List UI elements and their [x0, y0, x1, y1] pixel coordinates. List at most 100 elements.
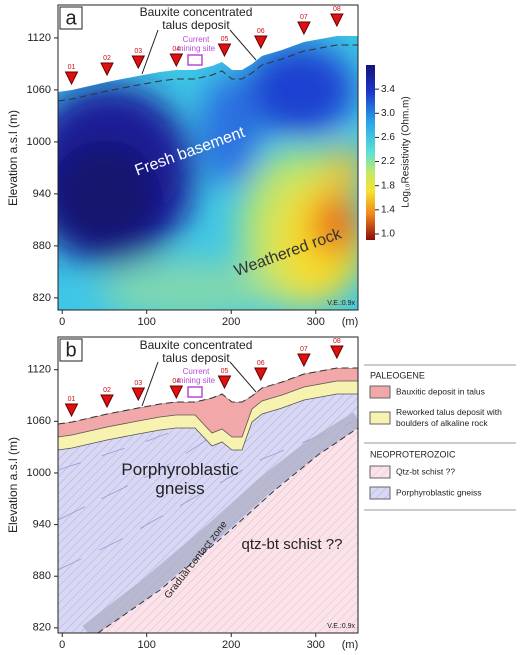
- x-tick-label: 200: [222, 316, 240, 328]
- station-marker: [131, 387, 146, 402]
- panel-label: b: [65, 339, 76, 361]
- legend-swatch: [369, 486, 391, 500]
- station-marker: [330, 345, 344, 360]
- talus-label: Bauxite concentrated talus deposit: [140, 338, 253, 365]
- panel-label-box: [59, 6, 83, 30]
- y-tick-label: 940: [33, 188, 51, 200]
- station-label: 01: [68, 396, 76, 403]
- colorbar-tick-label: 2.2: [381, 156, 395, 167]
- talus-label-line: talus deposit: [162, 351, 230, 365]
- site-label: Current mining site: [177, 35, 216, 53]
- plot-frame: [57, 336, 359, 634]
- colorbar-label: Log₁₀Resistivity (Ohm.m): [401, 96, 412, 207]
- legend-swatch: [369, 385, 391, 399]
- annotation: qtz-bt schist ??: [242, 536, 343, 553]
- station-marker: [297, 21, 311, 36]
- surface-line: [57, 367, 358, 425]
- station-marker: [100, 394, 114, 409]
- x-tick-label: 100: [138, 639, 156, 651]
- scale-note: V.E.:0.9x: [327, 300, 355, 307]
- legend-group-title: NEOPROTEROZOIC: [370, 449, 456, 459]
- station-label: 05: [221, 368, 229, 375]
- y-tick-label: 940: [33, 518, 51, 530]
- legend-label-line: Reworked talus deposit with: [396, 407, 502, 417]
- station-marker: [169, 385, 184, 400]
- site-box: [187, 54, 203, 66]
- site-label-line: mining site: [177, 376, 216, 385]
- colorbar-tick-label: 2.6: [381, 132, 395, 143]
- station-label: 07: [300, 346, 308, 353]
- y-tick-label: 820: [33, 292, 51, 304]
- colorbar-tick-label: 1.0: [381, 229, 395, 240]
- y-axis-label: Elevation a.s.l (m): [6, 437, 20, 533]
- y-tick-label: 1000: [27, 467, 51, 479]
- station-label: 06: [257, 360, 265, 367]
- geology: [58, 368, 358, 633]
- station-label: 04: [172, 378, 180, 385]
- station-label: 02: [103, 387, 111, 394]
- colorbar-tick-label: 3.0: [381, 108, 395, 119]
- site-label-line: Current: [183, 367, 210, 376]
- talus-base-line: [57, 44, 358, 102]
- colorbar-tick-label: 1.4: [381, 204, 395, 215]
- colorbar-tick-label: 1.8: [381, 180, 395, 191]
- legend-group-title: PALEOGENE: [370, 370, 425, 380]
- talus-label-line: Bauxite concentrated: [140, 5, 253, 19]
- leader-line: [141, 29, 257, 75]
- y-axis-label: Elevation a.s.l (m): [6, 110, 20, 206]
- legend-label-line: boulders of alkaline rock: [396, 418, 488, 428]
- legend-swatch: [369, 411, 391, 425]
- y-tick-label: 1120: [27, 364, 51, 376]
- legend-label: Bauxitic deposit in talus: [396, 386, 485, 396]
- site-label-line: mining site: [177, 44, 216, 53]
- y-tick-label: 1000: [27, 136, 51, 148]
- station-marker: [254, 367, 268, 382]
- x-tick-label: 0: [59, 316, 65, 328]
- x-tick-label: 200: [222, 639, 240, 651]
- station-marker: [254, 35, 268, 50]
- annotation-line: Porphyroblastic: [121, 460, 239, 479]
- station-marker: [64, 71, 79, 86]
- talus-label: Bauxite concentrated talus deposit: [140, 5, 253, 32]
- x-tick-label: 300: [307, 639, 325, 651]
- station-label: 08: [333, 6, 341, 13]
- x-tick-label: 0: [59, 639, 65, 651]
- panel-a: a Elevation a.s.l (m) (m) Bauxite concen…: [6, 4, 412, 328]
- station-marker: [100, 62, 114, 77]
- scale-note: V.E.:0.9x: [327, 623, 355, 630]
- site-label: Current mining site: [177, 367, 216, 385]
- leader-line: [141, 361, 257, 407]
- station-marker: [217, 43, 232, 58]
- y-tick-label: 820: [33, 622, 51, 634]
- legend-label: Reworked talus deposit with boulders of a…: [396, 407, 502, 428]
- y-tick-label: 1060: [27, 84, 51, 96]
- station-marker: [169, 53, 184, 68]
- y-tick-label: 1120: [27, 32, 51, 44]
- legend: PALEOGENE Bauxitic deposit in talus Rewo…: [364, 364, 516, 511]
- station-label: 03: [134, 380, 142, 387]
- talus-label-line: talus deposit: [162, 18, 230, 32]
- station-marker: [297, 353, 311, 368]
- panel-b: b Elevation a.s.l (m) (m) Bauxite concen…: [6, 336, 359, 651]
- station-marker: [217, 375, 232, 390]
- y-tick-label: 1060: [27, 415, 51, 427]
- station-marker: [64, 403, 79, 418]
- x-unit: (m): [342, 316, 359, 328]
- station-marker: [131, 55, 146, 70]
- resistivity-field: [58, 36, 358, 310]
- annotation-line: gneiss: [155, 479, 204, 498]
- legend-label: Porphyroblastic gneiss: [396, 487, 482, 497]
- station-label: 02: [103, 55, 111, 62]
- colorbar-tick-label: 3.4: [381, 84, 395, 95]
- station-label: 07: [300, 14, 308, 21]
- panel-label: a: [65, 7, 77, 29]
- panel-label-box: [59, 338, 83, 362]
- talus-label-line: Bauxite concentrated: [140, 338, 253, 352]
- legend-label: Qtz-bt schist ??: [396, 466, 455, 476]
- x-tick-label: 100: [138, 316, 156, 328]
- station-label: 08: [333, 338, 341, 345]
- station-label: 01: [68, 64, 76, 71]
- station-label: 04: [172, 46, 180, 53]
- station-label: 03: [134, 48, 142, 55]
- colorbar: [366, 65, 375, 240]
